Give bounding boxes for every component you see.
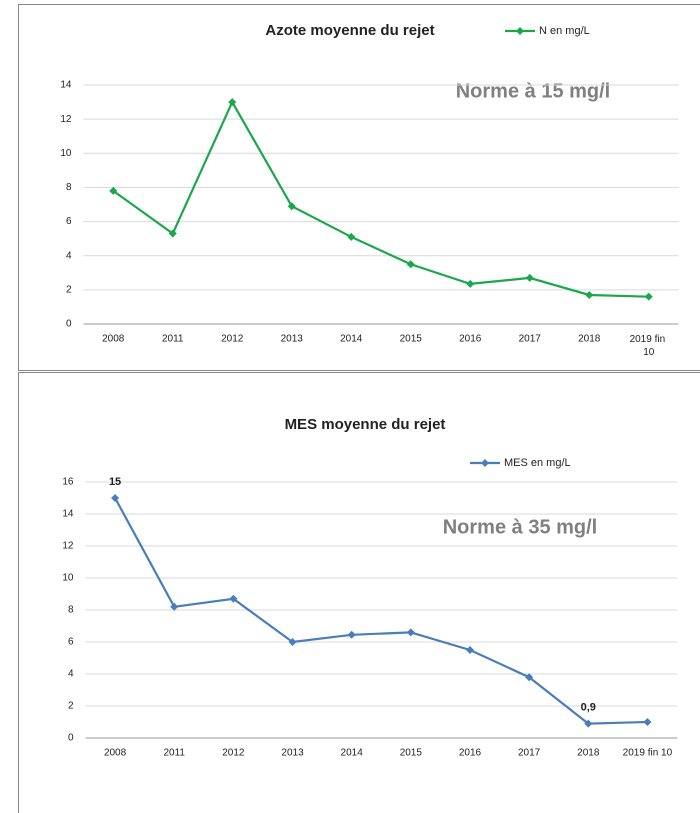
x-tick-label-line: 10 (643, 347, 655, 358)
data-point (584, 719, 593, 728)
x-tick-label-line: 2019 fin (630, 334, 668, 345)
y-tick-label: 8 (66, 182, 72, 193)
x-tick-label: 2015 (400, 748, 423, 759)
data-point (466, 279, 475, 288)
x-tick-label: 2016 (459, 334, 482, 345)
y-tick-label: 6 (68, 637, 74, 648)
y-tick-label: 6 (66, 216, 72, 227)
chart-frame (18, 372, 700, 813)
y-tick-label: 14 (60, 80, 72, 91)
x-tick-label: 2008 (104, 748, 127, 759)
x-tick-label: 2015 (400, 334, 423, 345)
x-tick-label: 2017 (519, 334, 542, 345)
x-tick-label: 2016 (459, 748, 482, 759)
data-line (114, 497, 648, 725)
data-point (585, 290, 594, 299)
x-tick-label: 2013 (281, 334, 304, 345)
y-tick-label: 4 (66, 250, 72, 261)
data-line (112, 99, 649, 298)
x-tick-label: 2019 fin 10 (623, 748, 673, 759)
y-tick-label: 10 (62, 573, 74, 584)
chart-title: Azote moyenne du rejet (265, 22, 434, 39)
y-tick-label: 0 (66, 319, 72, 330)
y-tick-label: 0 (68, 733, 74, 744)
legend-label: N en mg/L (539, 25, 590, 37)
data-point (111, 494, 120, 502)
y-tick-label: 2 (66, 284, 72, 295)
annotation: Norme à 35 mg/l (443, 516, 598, 538)
x-tick-label: 2011 (162, 334, 184, 345)
data-label: 15 (109, 476, 121, 488)
x-tick-label: 2018 (578, 334, 601, 345)
data-point (168, 229, 177, 238)
x-tick-label: 2008 (102, 334, 125, 345)
data-point (229, 594, 238, 603)
y-tick-label: 14 (62, 509, 74, 520)
data-point (347, 232, 356, 241)
data-point (228, 98, 237, 107)
y-tick-label: 12 (60, 114, 72, 125)
data-point (525, 273, 534, 282)
chart-frame (18, 4, 700, 371)
data-point (347, 630, 356, 639)
chart-title: MES moyenne du rejet (285, 416, 446, 433)
data-point (287, 202, 296, 211)
y-tick-label: 10 (60, 148, 72, 159)
y-tick-label: 2 (68, 701, 74, 712)
legend-label: MES en mg/L (504, 457, 571, 469)
x-tick-label: 2011 (163, 748, 185, 759)
data-point (643, 718, 652, 726)
data-point (525, 673, 534, 682)
y-tick-label: 16 (62, 477, 74, 488)
x-tick-label: 2014 (340, 334, 363, 345)
data-point (170, 602, 179, 611)
data-label: 0,9 (581, 702, 596, 714)
data-point (109, 186, 118, 195)
y-tick-label: 12 (62, 541, 74, 552)
legend-marker (516, 27, 524, 35)
data-point (644, 292, 653, 301)
y-tick-label: 8 (68, 605, 74, 616)
data-point (406, 260, 415, 269)
data-point (288, 638, 297, 646)
x-tick-label: 2019 fin 10 (630, 334, 668, 358)
data-point (465, 646, 474, 654)
data-point (406, 628, 415, 637)
legend-marker (481, 459, 489, 467)
x-tick-label: 2012 (222, 748, 245, 759)
x-tick-label: 2012 (221, 334, 244, 345)
x-tick-label: 2014 (341, 748, 364, 759)
x-tick-label: 2013 (281, 748, 304, 759)
annotation: Norme à 15 mg/l (456, 80, 611, 102)
y-tick-label: 4 (68, 669, 74, 680)
x-tick-label: 2018 (577, 748, 600, 759)
x-tick-label: 2017 (518, 748, 541, 759)
